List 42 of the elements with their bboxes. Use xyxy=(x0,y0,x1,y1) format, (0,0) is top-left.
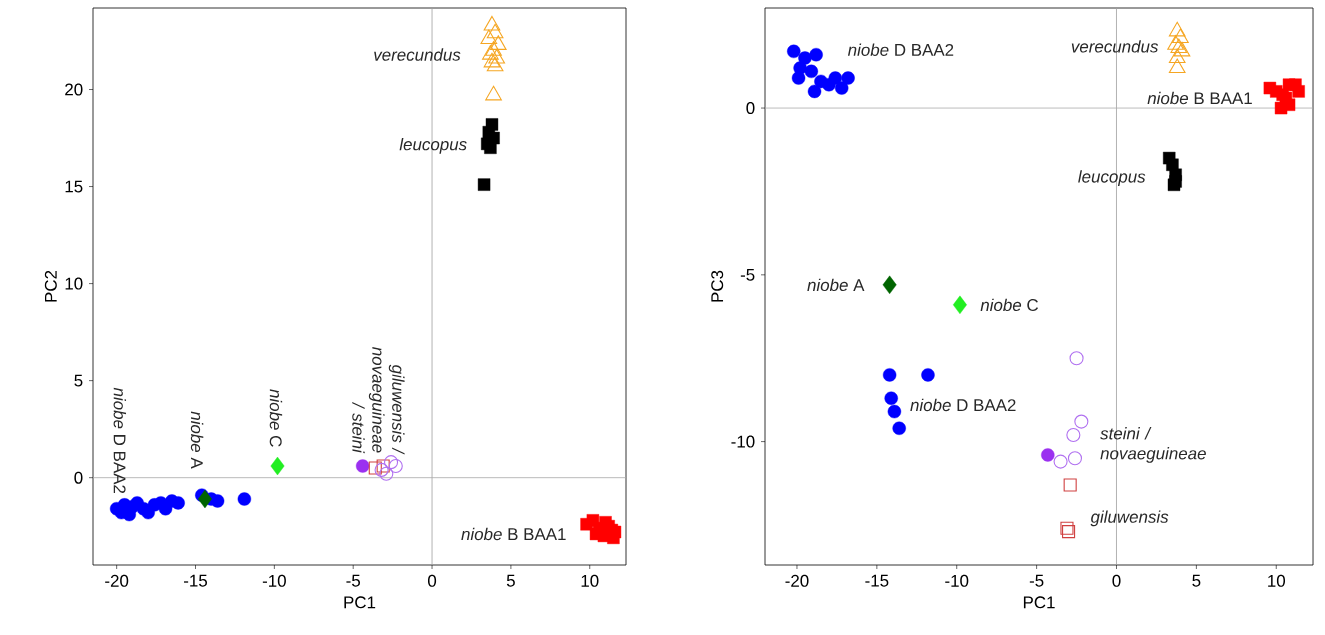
y-tick-label: 5 xyxy=(74,374,83,387)
x-tick-label: -5 xyxy=(1029,574,1044,587)
annotation: niobe D BAA2 xyxy=(910,398,1016,412)
x-tick-label: -15 xyxy=(184,574,208,587)
x-tick-label: 0 xyxy=(427,574,437,587)
x-tick-label: 0 xyxy=(1112,574,1121,587)
y-axis-title: PC2 xyxy=(44,270,57,302)
y-tick-label: 10 xyxy=(65,277,83,290)
x-tick-label: -20 xyxy=(105,574,129,587)
y-axis-title: PC3 xyxy=(711,270,724,302)
y-tick-label: 0 xyxy=(746,102,755,115)
x-axis-title: PC1 xyxy=(344,596,376,609)
annotation: niobe B BAA1 xyxy=(1147,91,1252,105)
x-tick-label: -10 xyxy=(945,574,969,587)
annotation: verecundus xyxy=(374,48,461,61)
annotation: giluwensis xyxy=(1090,510,1169,527)
annotation: verecundus xyxy=(1071,40,1159,53)
y-tick-label: -10 xyxy=(731,435,755,448)
annotation: giluwensis / novaeguineae / steini xyxy=(352,347,405,455)
x-tick-label: -15 xyxy=(865,574,889,587)
annotation: niobe D BAA2 xyxy=(847,43,954,56)
y-tick-label: -5 xyxy=(740,268,755,281)
annotation: niobe C xyxy=(269,389,283,447)
x-axis-title: PC1 xyxy=(1023,596,1055,609)
x-tick-label: -10 xyxy=(262,574,286,587)
annotation: niobe A xyxy=(807,278,865,292)
annotation: niobe B BAA1 xyxy=(461,527,566,541)
annotation: niobe A xyxy=(190,411,204,469)
x-tick-label: -20 xyxy=(785,574,809,587)
x-tick-label: -5 xyxy=(346,574,361,587)
annotation: leucopus xyxy=(1078,170,1146,186)
x-tick-label: 5 xyxy=(1192,574,1201,587)
y-tick-label: 15 xyxy=(65,180,83,193)
annotation: niobe D BAA2 xyxy=(113,387,127,494)
y-tick-label: 0 xyxy=(74,471,83,484)
x-tick-label: 10 xyxy=(581,574,599,587)
x-tick-label: 10 xyxy=(1268,574,1286,587)
y-tick-label: 20 xyxy=(65,83,83,96)
annotation: steini / novaeguineae xyxy=(1100,427,1206,463)
x-tick-label: 5 xyxy=(506,574,515,587)
annotation: leucopus xyxy=(399,137,467,154)
annotation: niobe C xyxy=(980,298,1039,312)
